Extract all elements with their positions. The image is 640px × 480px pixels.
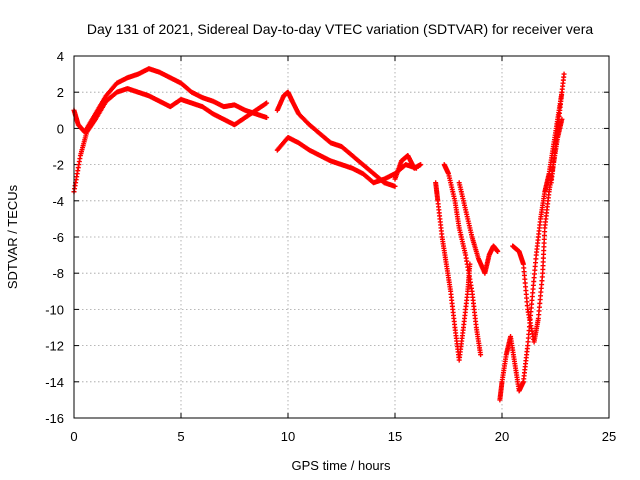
y-tick-label: -14	[45, 375, 64, 390]
data-point	[418, 162, 424, 168]
chart-title: Day 131 of 2021, Sidereal Day-to-day VTE…	[87, 21, 593, 37]
x-tick-label: 25	[602, 429, 616, 444]
series-track-5	[392, 153, 424, 182]
series-track-8	[456, 180, 501, 276]
y-tick-label: -2	[52, 158, 64, 173]
series-track-7	[441, 162, 484, 358]
plot-frame	[73, 55, 610, 419]
y-axis-label: SDTVAR / TECUs	[5, 184, 20, 289]
data-point	[478, 352, 484, 358]
x-tick-label: 10	[281, 429, 295, 444]
x-tick-label: 5	[177, 429, 184, 444]
y-tick-label: -16	[45, 411, 64, 426]
x-tick-label: 0	[70, 429, 77, 444]
x-axis-label: GPS time / hours	[292, 458, 391, 473]
data-point	[561, 71, 567, 77]
series-track-1	[71, 66, 270, 135]
series-track-9	[497, 89, 565, 403]
y-tick-label: -8	[52, 266, 64, 281]
data-point	[495, 248, 501, 254]
grid	[74, 56, 609, 418]
data-point	[264, 115, 270, 121]
series-track-10	[510, 116, 565, 345]
x-tick-label: 20	[495, 429, 509, 444]
y-tick-label: 0	[57, 121, 64, 136]
series-track-3	[274, 89, 398, 189]
data-points	[71, 66, 567, 403]
y-tick-label: -10	[45, 302, 64, 317]
y-tick-label: 4	[57, 49, 64, 64]
series-track-2	[71, 86, 270, 195]
y-tick-label: -12	[45, 339, 64, 354]
y-tick-label: -4	[52, 194, 64, 209]
data-point	[392, 183, 398, 189]
x-tick-label: 15	[388, 429, 402, 444]
series-track-11	[548, 71, 567, 186]
series-track-4	[274, 134, 419, 186]
data-point	[264, 100, 270, 106]
series-track-6	[433, 180, 473, 363]
y-tick-label: 2	[57, 85, 64, 100]
y-tick-label: -6	[52, 230, 64, 245]
